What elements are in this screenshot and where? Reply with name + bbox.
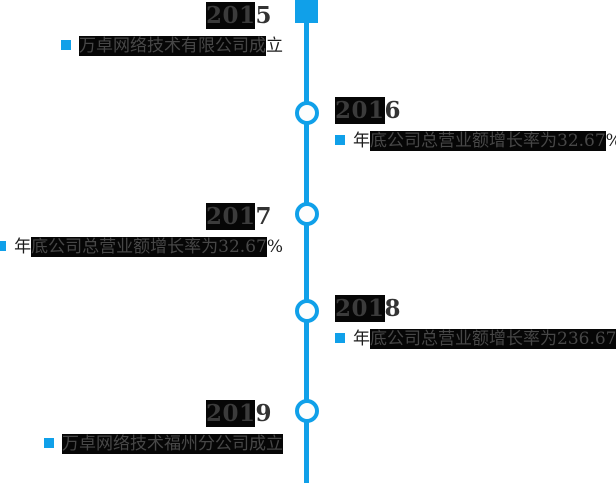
event-year-highlighted-text: 201 <box>205 400 256 427</box>
event-description-highlighted-text: 底公司总营业额增长率为236.67 <box>370 329 616 349</box>
event-description-text: 年 <box>353 329 370 349</box>
timeline-event: 2015 万卓网络技术有限公司成立 <box>61 2 283 56</box>
bullet-square-icon <box>335 333 345 343</box>
event-year: 2017 <box>0 203 283 230</box>
timeline-event: 2016 年底公司总营业额增长率为32.67% <box>335 97 616 151</box>
event-year-highlighted-text: 201 <box>205 2 256 29</box>
event-description-text: % <box>606 131 616 151</box>
event-description: 年底公司总营业额增长率为32.67% <box>0 237 283 257</box>
bullet-square-icon <box>335 135 345 145</box>
event-description-text: 立 <box>266 36 283 56</box>
bullet-square-icon <box>44 438 54 448</box>
event-description: 年底公司总营业额增长率为236.67% <box>335 329 616 349</box>
timeline-event: 2017 年底公司总营业额增长率为32.67% <box>0 203 283 257</box>
timeline-node-circle-icon <box>295 399 319 423</box>
bullet-square-icon <box>61 40 71 50</box>
event-description-highlighted-text: 底公司总营业额增长率为32.67 <box>370 131 606 151</box>
event-year-text: 8 <box>384 295 402 322</box>
timeline-event: 2018 年底公司总营业额增长率为236.67% <box>335 295 616 349</box>
event-year: 2019 <box>44 400 283 427</box>
event-description-highlighted-text: 万卓网络技术有限公司成 <box>79 36 266 56</box>
timeline-node-circle-icon <box>295 101 319 125</box>
event-year-highlighted-text: 201 <box>205 203 256 230</box>
event-description-highlighted-text: 万卓网络技术福州分公司成立 <box>62 434 283 454</box>
event-description-highlighted-text: 底公司总营业额增长率为32.67 <box>31 237 267 257</box>
event-year-highlighted-text: 201 <box>335 295 385 322</box>
event-year-text: 5 <box>255 2 272 29</box>
event-description-text: 年 <box>353 131 370 151</box>
event-description-text: 年 <box>14 237 32 257</box>
timeline-event: 2019 万卓网络技术福州分公司成立 <box>44 400 283 454</box>
event-year: 2016 <box>335 97 616 124</box>
event-description: 万卓网络技术福州分公司成立 <box>44 434 283 454</box>
event-year-text: 7 <box>255 203 272 230</box>
event-year-text: 6 <box>384 97 402 124</box>
event-year: 2015 <box>61 2 283 29</box>
timeline-axis-line <box>304 0 309 483</box>
event-year-text: 9 <box>255 400 272 427</box>
bullet-square-icon <box>0 241 7 251</box>
event-year-highlighted-text: 201 <box>335 97 385 124</box>
timeline-node-circle-icon <box>295 202 319 226</box>
event-description-text: % <box>266 237 283 257</box>
timeline-node-circle-icon <box>295 299 319 323</box>
timeline-start-square-icon <box>295 0 318 23</box>
event-description: 万卓网络技术有限公司成立 <box>61 36 283 56</box>
event-year: 2018 <box>335 295 616 322</box>
event-description: 年底公司总营业额增长率为32.67% <box>335 131 616 151</box>
